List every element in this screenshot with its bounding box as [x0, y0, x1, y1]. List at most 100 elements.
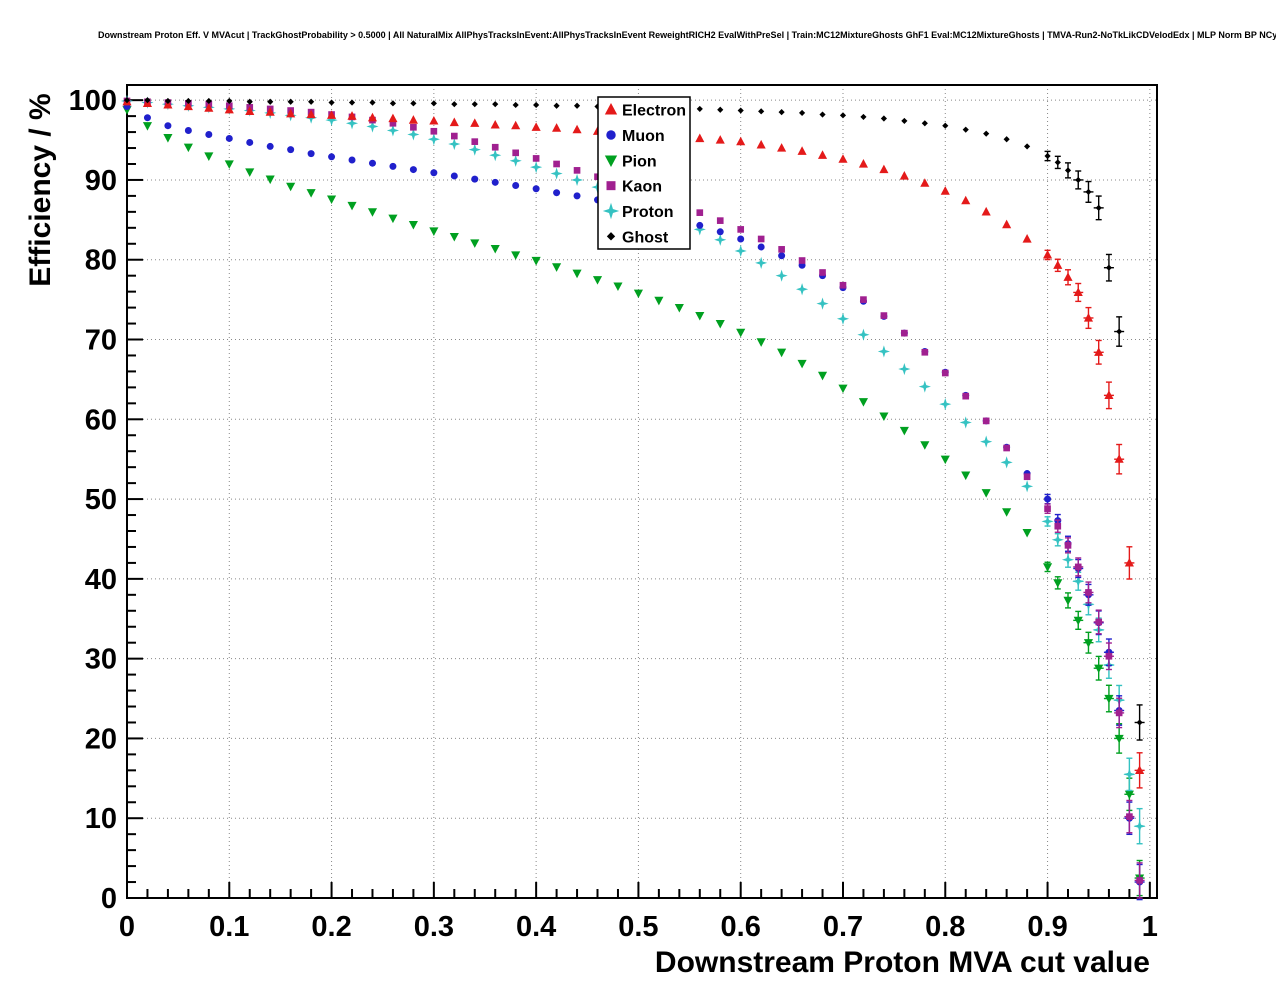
data-point [1063, 596, 1073, 606]
data-point [530, 161, 543, 174]
data-point [755, 256, 768, 269]
data-point [1022, 234, 1032, 243]
data-point [265, 107, 275, 116]
y-tick-label: 60 [85, 404, 117, 436]
data-point [858, 159, 869, 168]
y-tick-label: 100 [69, 85, 117, 117]
data-point [531, 122, 541, 131]
data-point [267, 98, 274, 105]
data-point [366, 120, 379, 133]
data-point [306, 189, 316, 198]
data-point [880, 312, 888, 319]
data-point [327, 110, 337, 119]
data-point [1105, 264, 1113, 271]
data-point [325, 114, 338, 127]
data-point [512, 182, 520, 190]
data-point [756, 338, 766, 347]
data-point [490, 244, 500, 254]
data-point [959, 416, 972, 429]
data-point [734, 244, 747, 258]
data-point [819, 269, 826, 276]
data-point [471, 101, 478, 108]
data-point [778, 109, 785, 116]
data-point [918, 380, 931, 393]
data-point [573, 192, 581, 200]
y-tick-label: 80 [85, 245, 117, 277]
data-point [1042, 563, 1053, 572]
data-point [819, 111, 826, 118]
data-point [1123, 768, 1136, 781]
data-point [430, 127, 438, 135]
data-point [163, 100, 173, 109]
data-point [205, 130, 213, 138]
data-point [533, 101, 540, 109]
data-point [553, 189, 561, 197]
data-point [961, 471, 971, 481]
data-point [921, 348, 929, 356]
data-point [778, 252, 786, 260]
data-point [940, 455, 950, 465]
x-tick-label: 1 [1142, 911, 1158, 943]
data-point [408, 221, 418, 230]
data-point [572, 269, 582, 279]
data-point [879, 164, 889, 174]
data-point [512, 101, 519, 109]
data-point [1094, 347, 1104, 356]
data-point [1072, 575, 1085, 588]
data-point [962, 126, 969, 133]
data-point [1083, 313, 1094, 322]
data-point [430, 100, 437, 107]
data-point [205, 97, 212, 105]
data-point [204, 152, 214, 161]
data-point [184, 126, 192, 134]
data-point [183, 143, 193, 153]
data-point [839, 112, 847, 119]
data-point [757, 235, 765, 243]
legend-box [597, 96, 691, 250]
data-point [1000, 456, 1013, 469]
data-point [633, 289, 643, 299]
legend-item-ghost: Ghost [606, 229, 669, 246]
x-tick-label: 0.4 [516, 911, 556, 943]
data-point [798, 257, 806, 264]
data-point [920, 178, 930, 187]
data-point [980, 435, 993, 448]
legend-item-pion: Pion [604, 153, 657, 170]
data-point [797, 146, 807, 155]
data-point [939, 398, 952, 411]
data-point [778, 246, 785, 253]
data-point [348, 156, 356, 164]
data-point [716, 217, 724, 224]
data-point [471, 175, 479, 183]
data-point [448, 137, 461, 151]
y-tick-label: 40 [85, 564, 117, 596]
data-point [490, 119, 500, 129]
data-point [410, 100, 417, 107]
data-point [1061, 553, 1075, 566]
data-point [532, 155, 540, 162]
data-point [328, 153, 336, 161]
data-point [1002, 219, 1012, 229]
data-point [347, 111, 357, 120]
x-tick-label: 0.8 [925, 911, 965, 943]
data-point [1054, 159, 1061, 166]
data-point [1116, 328, 1123, 335]
data-point [266, 142, 274, 150]
data-point [470, 239, 480, 248]
data-point [757, 243, 765, 251]
frame-layer [126, 84, 1158, 899]
data-point [839, 281, 847, 289]
x-tick-label: 0.6 [721, 911, 761, 943]
data-point [286, 108, 296, 118]
series-layer [120, 94, 1146, 901]
data-point [287, 98, 294, 105]
legend-label: Muon [622, 128, 665, 145]
data-point [286, 182, 296, 192]
data-point [696, 221, 704, 229]
data-point [491, 143, 499, 151]
data-point [450, 132, 458, 140]
data-point [858, 398, 869, 407]
data-point [553, 160, 560, 168]
data-point [1135, 765, 1145, 774]
